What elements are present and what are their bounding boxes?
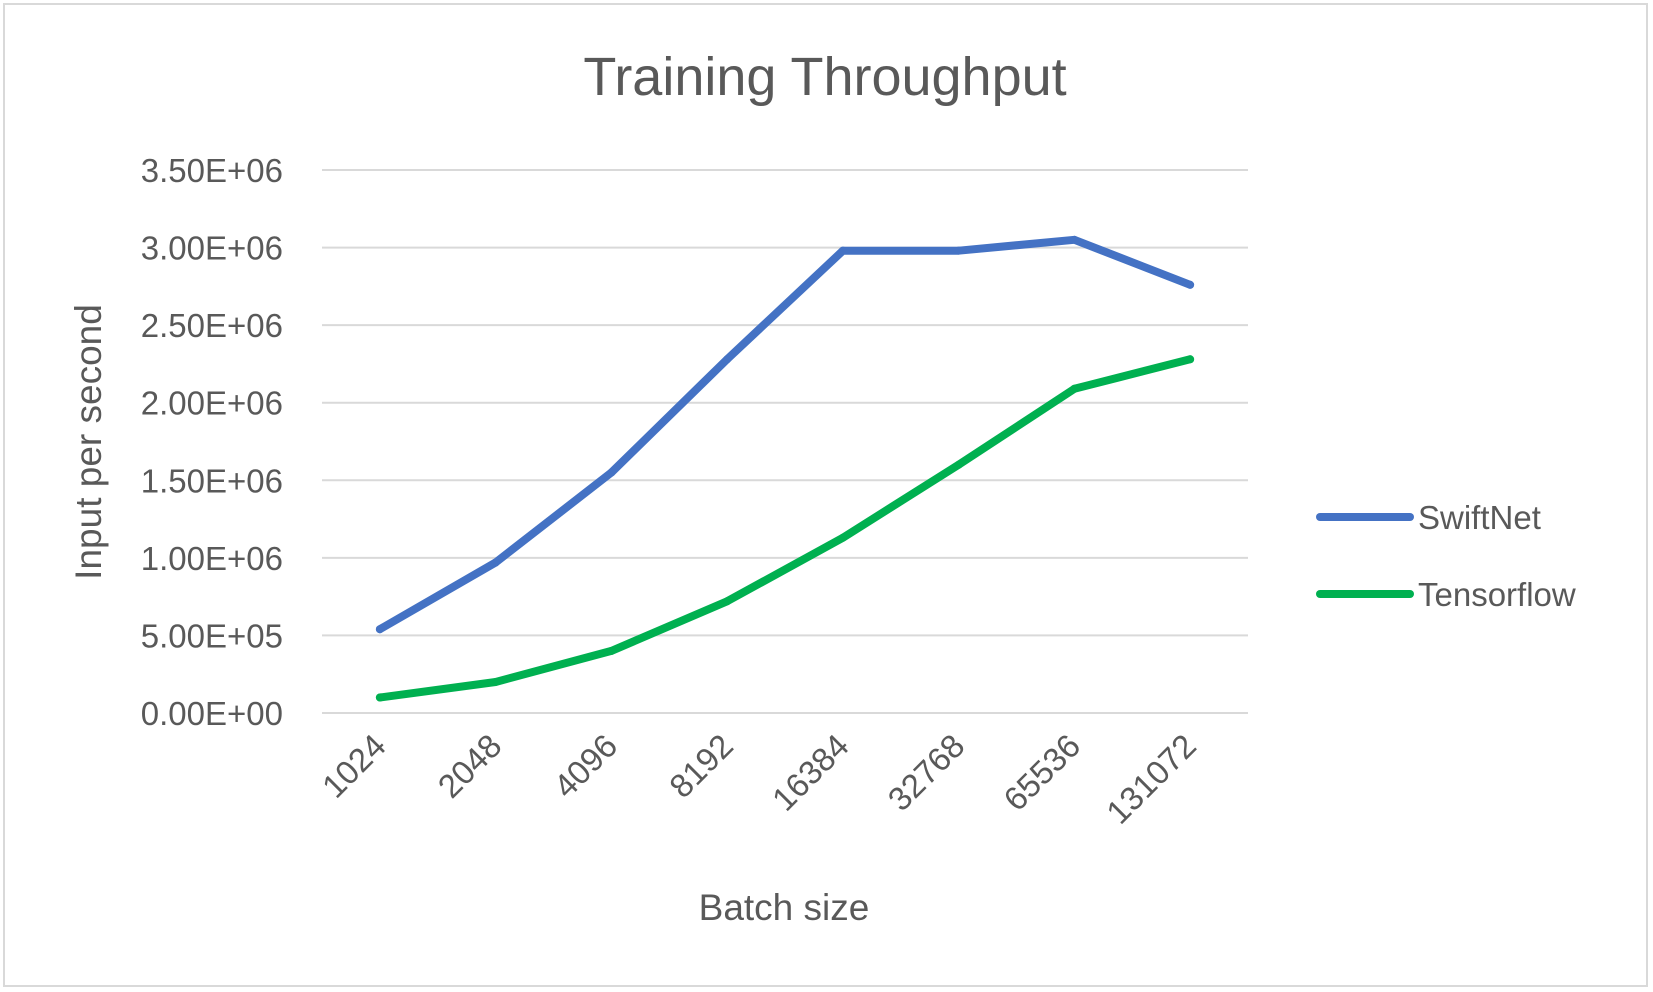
data-point-swiftnet	[1186, 280, 1195, 289]
data-point-swiftnet	[1070, 235, 1079, 244]
legend: SwiftNet Tensorflow	[1316, 499, 1576, 613]
x-tick-label: 1024	[315, 727, 393, 805]
data-point-swiftnet	[838, 246, 847, 255]
data-point-swiftnet	[607, 468, 616, 477]
data-point-tensorflow	[954, 460, 963, 469]
legend-label-swiftnet: SwiftNet	[1418, 499, 1541, 536]
y-tick-label: 5.00E+05	[141, 617, 283, 654]
y-tick-label: 3.50E+06	[141, 152, 283, 189]
legend-label-tensorflow: Tensorflow	[1418, 576, 1576, 613]
data-point-swiftnet	[954, 246, 963, 255]
chart-title: Training Throughput	[583, 47, 1066, 107]
data-point-tensorflow	[607, 646, 616, 655]
data-point-tensorflow	[723, 597, 732, 606]
x-axis-tick-labels: 1024 2048 4096 8192 16384 32768 65536 131072	[315, 727, 1203, 831]
data-point-swiftnet	[491, 558, 500, 567]
y-tick-label: 3.00E+06	[141, 230, 283, 267]
y-tick-label: 2.00E+06	[141, 385, 283, 422]
x-tick-label: 8192	[662, 727, 740, 805]
x-tick-label: 131072	[1099, 727, 1203, 831]
x-tick-label: 4096	[546, 727, 624, 805]
data-point-swiftnet	[375, 625, 384, 634]
x-axis-label: Batch size	[699, 887, 870, 928]
x-tick-label: 2048	[430, 727, 508, 805]
data-point-tensorflow	[375, 693, 384, 702]
data-point-tensorflow	[838, 533, 847, 542]
x-tick-label: 65536	[996, 727, 1087, 818]
y-axis-label: Input per second	[68, 304, 109, 580]
y-tick-label: 2.50E+06	[141, 307, 283, 344]
y-axis-tick-labels: 0.00E+00 5.00E+05 1.00E+06 1.50E+06 2.00E+06…	[141, 152, 283, 732]
x-tick-label: 32768	[881, 727, 972, 818]
data-point-swiftnet	[723, 355, 732, 364]
series-line-tensorflow	[375, 355, 1195, 702]
y-tick-label: 0.00E+00	[141, 695, 283, 732]
series-line-swiftnet	[375, 235, 1195, 634]
y-tick-label: 1.50E+06	[141, 462, 283, 499]
x-tick-label: 16384	[765, 727, 856, 818]
data-point-tensorflow	[1186, 355, 1195, 364]
data-point-tensorflow	[491, 677, 500, 686]
chart-frame	[3, 3, 1648, 987]
y-tick-label: 1.00E+06	[141, 540, 283, 577]
series-lines	[375, 235, 1195, 702]
data-point-tensorflow	[1070, 384, 1079, 393]
